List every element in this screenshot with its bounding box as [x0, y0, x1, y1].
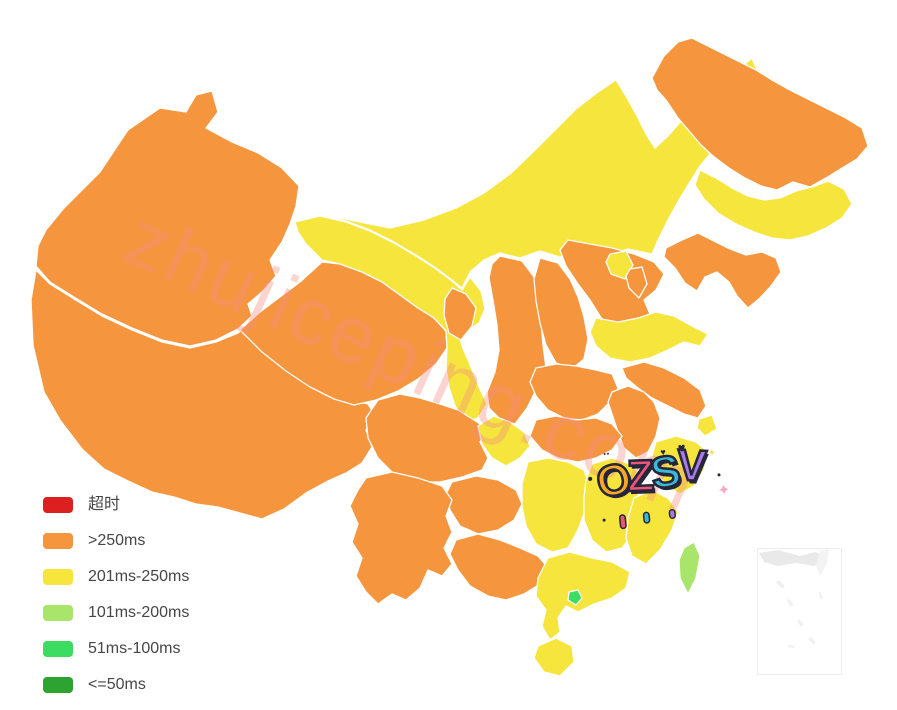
province-xizang[interactable]: [30, 269, 375, 520]
province-fujian[interactable]: [625, 489, 679, 565]
province-taiwan[interactable]: [678, 541, 701, 595]
legend-swatch: [43, 497, 73, 513]
province-guangdong[interactable]: [535, 551, 631, 641]
province-anhui[interactable]: [607, 385, 661, 459]
legend-item-ms101_200[interactable]: 101ms-200ms: [43, 595, 189, 631]
legend-item-timeout[interactable]: 超时: [43, 487, 189, 523]
province-chongqing[interactable]: [477, 415, 531, 467]
latency-legend: 超时 >250ms 201ms-250ms 101ms-200ms 51ms-100ms…: [43, 487, 189, 703]
legend-swatch: [43, 569, 73, 585]
legend-swatch: [43, 677, 73, 693]
legend-label: 201ms-250ms: [88, 568, 190, 585]
province-xinjiang[interactable]: [35, 90, 300, 347]
province-sichuan[interactable]: [365, 393, 489, 483]
legend-label: 超时: [88, 496, 121, 513]
province-yunnan[interactable]: [349, 471, 453, 605]
legend-item-ms201_250[interactable]: 201ms-250ms: [43, 559, 189, 595]
province-shanghai[interactable]: [696, 414, 718, 437]
legend-label: <=50ms: [88, 676, 146, 693]
province-heilongjiang[interactable]: [651, 37, 869, 191]
province-shanxi[interactable]: [533, 257, 589, 370]
legend-label: >250ms: [88, 532, 146, 549]
province-beijing[interactable]: [605, 250, 634, 280]
legend-swatch: [43, 641, 73, 657]
province-zhejiang[interactable]: [651, 435, 709, 495]
legend-label: 101ms-200ms: [88, 604, 190, 621]
legend-item-ms51_100[interactable]: 51ms-100ms: [43, 631, 189, 667]
south-china-sea-inset: [757, 548, 842, 675]
legend-item-gt250[interactable]: >250ms: [43, 523, 189, 559]
province-shandong[interactable]: [589, 311, 709, 363]
province-hubei[interactable]: [529, 415, 623, 463]
legend-swatch: [43, 533, 73, 549]
province-hunan[interactable]: [521, 457, 591, 553]
province-tianjin[interactable]: [625, 266, 648, 299]
province-guangxi[interactable]: [449, 533, 549, 601]
province-guizhou[interactable]: [445, 475, 523, 535]
south-china-sea-inset-graphic: [759, 549, 829, 649]
province-liaoning[interactable]: [663, 232, 782, 309]
province-jilin[interactable]: [694, 169, 853, 241]
legend-swatch: [43, 605, 73, 621]
province-hongkong[interactable]: [567, 589, 583, 606]
province-ningxia[interactable]: [443, 287, 477, 341]
province-henan[interactable]: [529, 363, 619, 421]
province-hainan[interactable]: [533, 637, 575, 677]
legend-label: 51ms-100ms: [88, 640, 181, 657]
legend-item-le50[interactable]: <=50ms: [43, 667, 189, 703]
province-jiangsu[interactable]: [621, 361, 707, 419]
